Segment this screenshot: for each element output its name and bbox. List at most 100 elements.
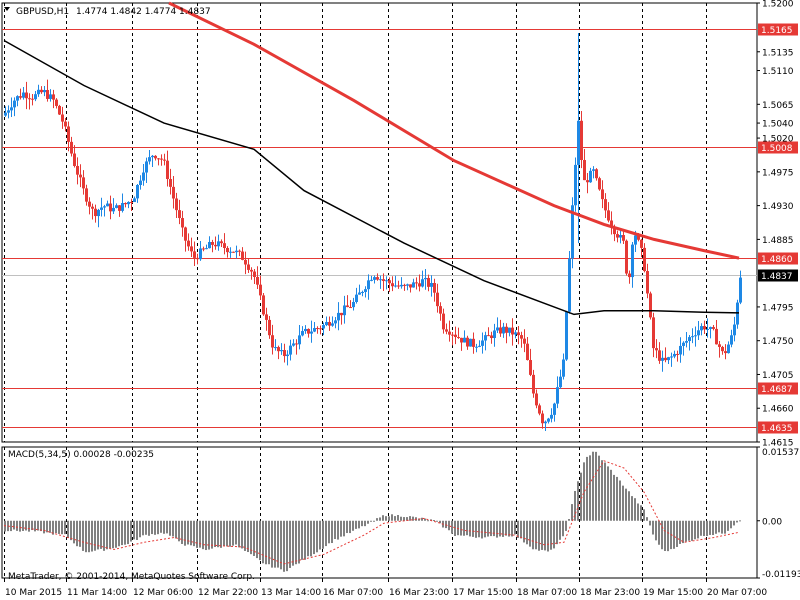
level-tag — [758, 23, 798, 36]
macd-bar — [514, 520, 516, 535]
macd-bar — [22, 520, 24, 531]
macd-bar — [391, 514, 393, 521]
y-tick-label: 1.4660 — [762, 405, 794, 415]
macd-bar — [295, 520, 297, 565]
macd-bar — [28, 520, 30, 532]
macd-bar — [484, 520, 486, 538]
macd-bar — [202, 520, 204, 550]
macd-bar — [544, 520, 546, 551]
candle-bull — [421, 279, 424, 287]
level-tag — [758, 421, 798, 434]
candle-bear — [196, 257, 199, 260]
macd-bar — [505, 520, 507, 536]
text-layer: GBPUSD,H1 1.4774 1.4842 1.4774 1.4837 MA… — [4, 7, 255, 582]
macd-bar — [382, 515, 384, 521]
candle-bear — [316, 328, 319, 330]
candle-bull — [670, 356, 673, 358]
macd-bar — [433, 520, 435, 522]
macd-bar — [712, 520, 714, 536]
macd-bar — [124, 520, 126, 545]
macd-bar — [400, 516, 402, 521]
macd-bar — [25, 520, 27, 531]
macd-bar — [208, 520, 210, 550]
x-tick-label: 13 Mar 14:00 — [261, 588, 321, 598]
candle-bear — [505, 326, 508, 333]
macd-bar — [319, 520, 321, 550]
candle-bear — [499, 327, 502, 334]
candle-bull — [481, 340, 484, 346]
macd-bar — [550, 520, 552, 550]
macd-bar — [34, 520, 36, 532]
macd-bar — [253, 520, 255, 556]
macd-bar — [91, 520, 93, 552]
header-arrow-icon[interactable] — [4, 7, 10, 11]
macd-bar — [133, 520, 135, 540]
macd-bar — [565, 520, 567, 531]
macd-bar — [103, 520, 105, 551]
macd-bar — [700, 520, 702, 536]
axes: 1.5200 1.5135 1.5110 1.5065 1.5040 1.5020 1.49… — [4, 0, 800, 598]
macd-bar — [370, 520, 372, 522]
candle-bull — [115, 205, 118, 208]
macd-bar — [490, 520, 492, 537]
candle-bull — [142, 172, 145, 181]
candle-bull — [373, 277, 376, 280]
macd-bar — [229, 520, 231, 547]
candle-bull — [547, 418, 550, 422]
candles — [4, 33, 742, 431]
macd-bar — [136, 520, 138, 540]
candle-bear — [526, 343, 529, 361]
candle-bear — [67, 126, 70, 142]
candle-bear — [241, 251, 244, 260]
macd-bar — [100, 520, 102, 549]
candle-bull — [97, 209, 100, 217]
candle-bear — [187, 240, 190, 247]
candle-bear — [238, 250, 241, 252]
macd-bar — [451, 520, 453, 534]
macd-bar — [577, 481, 579, 521]
macd-bar — [385, 516, 387, 521]
macd-bar — [715, 520, 717, 534]
macd-bar — [616, 476, 618, 521]
macd-bar — [235, 520, 237, 545]
current-price-tag — [758, 269, 798, 282]
candle-bear — [202, 248, 205, 250]
candle-bear — [259, 284, 262, 296]
candle-bear — [613, 226, 616, 235]
candle-bear — [583, 160, 586, 181]
candle-bull — [10, 107, 13, 111]
candle-bear — [256, 276, 259, 285]
y-tick-label: 1.4615 — [762, 439, 794, 449]
candle-bull — [514, 332, 517, 335]
candle-bear — [58, 105, 61, 115]
macd-bar — [259, 520, 261, 561]
candle-bull — [100, 207, 103, 210]
macd-bar — [148, 520, 150, 536]
macd-bar — [538, 520, 540, 551]
candle-bear — [712, 327, 715, 329]
candle-bull — [310, 331, 313, 334]
y-tick-label: 1.5020 — [762, 135, 794, 145]
candle-bear — [391, 283, 394, 287]
macd-bar — [610, 469, 612, 521]
macd-bar — [118, 520, 120, 547]
candle-bull — [367, 280, 370, 290]
macd-bar — [337, 520, 339, 540]
candle-bear — [211, 242, 214, 245]
candle-bull — [7, 110, 10, 113]
horizontal-levels[interactable]: 1.5165 1.5008 1.4860 1.4687 1.4635 1.4837 — [2, 23, 798, 435]
macd-bar — [175, 520, 177, 539]
candle-bull — [709, 327, 712, 329]
macd-bar — [583, 462, 585, 521]
candle-bull — [280, 350, 283, 352]
macd-bar — [655, 520, 657, 541]
macd-bar — [205, 520, 207, 551]
candle-bear — [181, 218, 184, 228]
macd-bar — [388, 516, 390, 521]
candle-bear — [40, 89, 43, 93]
macd-bar — [427, 520, 429, 522]
macd-bar — [403, 517, 405, 521]
macd-bar — [43, 520, 45, 534]
